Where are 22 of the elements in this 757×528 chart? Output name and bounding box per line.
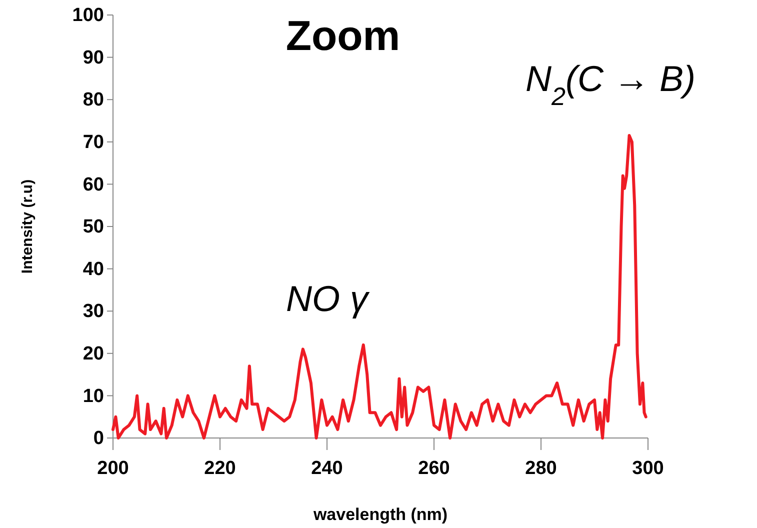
x-tick-label: 200 [97,458,129,479]
x-tick-label: 220 [204,458,236,479]
x-tick-label: 240 [311,458,343,479]
x-axis-title: wavelength (nm) [312,505,448,524]
y-tick-label: 0 [93,428,104,450]
y-tick-label: 70 [82,132,104,153]
y-tick-label: 100 [72,5,104,26]
y-tick-label: 30 [82,301,104,322]
x-tick-label: 280 [525,458,557,479]
y-tick-label: 20 [82,343,104,364]
y-tick-label: 60 [82,174,104,196]
annotation: N$_{2}$(C → B) [526,58,696,112]
y-tick-label: 10 [82,386,104,407]
y-tick-label: 50 [82,216,104,238]
y-axis-title: Intensity (r.u) [19,179,36,274]
y-tick-label: 90 [82,47,104,68]
x-tick-label: 260 [418,458,450,479]
y-tick-label: 80 [82,90,104,111]
y-tick-label: 40 [82,258,104,280]
x-tick-label: 300 [632,458,664,479]
chart-title: Zoom [286,12,400,59]
annotation: NO γ [286,278,370,320]
